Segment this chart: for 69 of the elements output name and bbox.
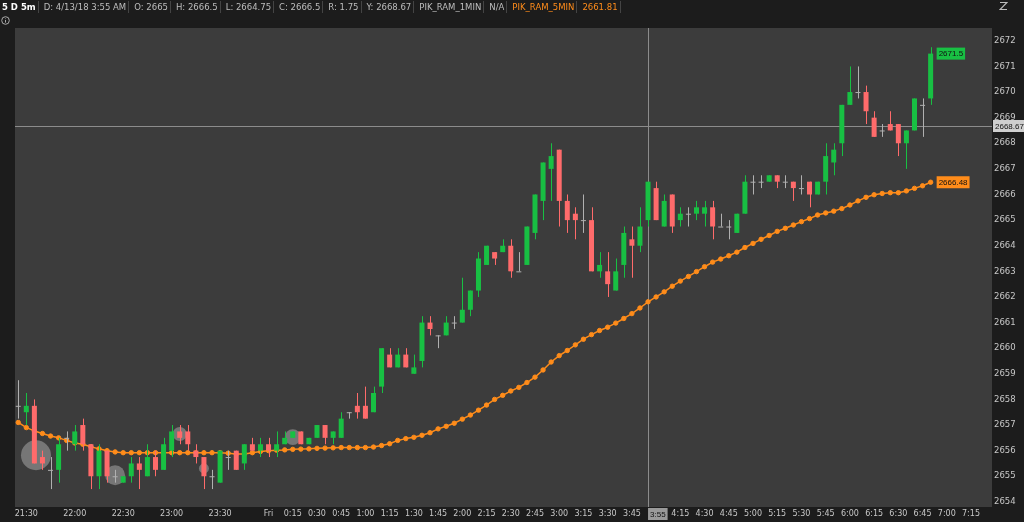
x-tick-label: 5:45: [816, 508, 835, 518]
y-tick-label: 2657: [994, 419, 1016, 430]
x-tick-label: 23:30: [208, 508, 232, 518]
chart-title: 5 D 5m: [0, 0, 39, 13]
text: PIK_RAM_5MIN: [510, 0, 578, 13]
ref-line-label: 2668.67: [995, 121, 1024, 131]
x-tick-label: 1:45: [429, 508, 448, 518]
x-tick-label: 2:45: [526, 508, 544, 518]
x-tick-label: 22:30: [111, 508, 135, 518]
x-tick-label: 6:30: [889, 508, 908, 518]
y-tick-label: 2669: [994, 111, 1016, 122]
y-tick-label: 2658: [994, 393, 1016, 404]
y-tick-label: 2661: [994, 316, 1016, 327]
x-tick-label: 1:30: [404, 508, 423, 518]
y-tick-label: 2666: [994, 188, 1016, 199]
y-tick-label: 2660: [994, 342, 1016, 353]
x-tick-label: 6:00: [840, 508, 859, 518]
x-tick-label: Fri: [263, 508, 274, 518]
y-tick-label: 2654: [994, 496, 1016, 507]
y-tick-label: 2671: [994, 60, 1016, 71]
y-tick-label: 2664: [994, 239, 1016, 250]
y-tick-label: 2662: [994, 291, 1016, 302]
x-tick-label: 1:00: [356, 508, 375, 518]
x-tick-label: 3:30: [598, 508, 617, 518]
x-tick-label: 23:00: [160, 508, 184, 518]
x-tick-label: 3:15: [574, 508, 593, 518]
text: 2661.81: [580, 0, 621, 13]
y-tick-label: 2667: [994, 163, 1016, 174]
x-tick-label: 22:00: [63, 508, 87, 518]
x-tick-label: 7:00: [937, 508, 956, 518]
y-tick-label: 2672: [994, 35, 1016, 46]
text: H: 2666.5: [173, 0, 221, 13]
y-tick-label: 2659: [994, 368, 1016, 379]
x-tick-label: 4:30: [695, 508, 714, 518]
y-tick-label: 2656: [994, 444, 1016, 455]
y-tick-label: 2668: [994, 137, 1016, 148]
y-tick-label: 2655: [994, 470, 1016, 481]
x-tick-label: 5:00: [744, 508, 762, 518]
x-tick-label: 5:15: [768, 508, 787, 518]
x-tick-label: 0:30: [308, 508, 326, 518]
x-tick-label: 0:15: [283, 508, 302, 518]
x-tick-label: 4:15: [671, 508, 690, 518]
text: L: 2664.75: [223, 0, 275, 13]
annotation: 2671.5: [938, 49, 964, 59]
x-tick-label: 3:45: [622, 508, 641, 518]
x-tick-label: 1:15: [380, 508, 399, 518]
x-tick-label: 21:30: [14, 508, 38, 518]
x-tick-label: 2:00: [453, 508, 472, 518]
x-tick-label: 3:00: [550, 508, 569, 518]
y-tick-label: 2670: [994, 86, 1016, 97]
ref-line-label: 3:55: [650, 509, 667, 519]
x-tick-label: 4:45: [719, 508, 738, 518]
x-tick-label: 6:45: [913, 508, 932, 518]
x-tick-label: 0:45: [332, 508, 351, 518]
x-tick-label: 7:15: [962, 508, 980, 518]
text: D: 4/13/18 3:55 AM: [41, 0, 130, 13]
x-tick-label: 2:30: [501, 508, 520, 518]
y-tick-label: 2663: [994, 265, 1016, 276]
text: C: 2666.5: [277, 0, 324, 13]
text: PIK_RAM_1MIN: [417, 0, 485, 13]
text: N/A: [487, 0, 508, 13]
text: R: 1.75: [326, 0, 362, 13]
text: O: 2665: [132, 0, 171, 13]
y-tick-label: 2665: [994, 214, 1016, 225]
text: Y: 2668.67: [364, 0, 415, 13]
x-tick-label: 2:15: [477, 508, 496, 518]
annotation: 2666.48: [938, 177, 969, 187]
x-tick-label: 6:15: [865, 508, 884, 518]
x-tick-label: 5:30: [792, 508, 811, 518]
